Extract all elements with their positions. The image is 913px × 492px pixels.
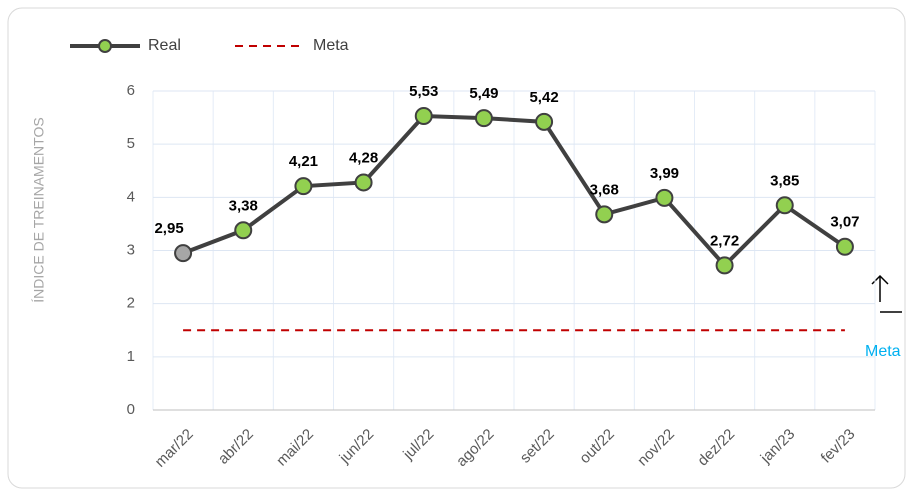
legend-label: Meta (313, 37, 349, 54)
data-label: 3,68 (590, 181, 619, 198)
data-label: 3,07 (830, 214, 859, 231)
y-tick-label: 4 (127, 188, 135, 205)
series-line (182, 113, 847, 269)
data-label: 3,99 (650, 165, 679, 182)
y-tick-label: 3 (127, 241, 135, 258)
marker (354, 173, 373, 192)
y-tick-label: 1 (127, 348, 135, 365)
data-label: 2,72 (710, 232, 739, 249)
data-label: 3,38 (229, 197, 258, 214)
data-label: 2,95 (154, 220, 183, 237)
data-label: 5,42 (529, 89, 558, 106)
marker (414, 106, 433, 125)
marker (835, 237, 854, 256)
annotation: Meta (865, 343, 901, 360)
marker (234, 221, 253, 240)
y-tick-label: 0 (127, 401, 135, 418)
marker (294, 177, 313, 196)
data-label: 3,85 (770, 172, 799, 189)
marker (174, 244, 193, 263)
data-label: 5,53 (409, 83, 438, 100)
marker (775, 196, 794, 215)
legend-marker (98, 39, 112, 53)
marker (655, 188, 674, 207)
marker (474, 109, 493, 128)
chart-frame (7, 7, 906, 489)
marker (535, 112, 554, 131)
y-tick-label: 5 (127, 135, 135, 152)
data-label: 5,49 (469, 85, 498, 102)
data-label: 4,28 (349, 149, 378, 166)
y-tick-label: 2 (127, 295, 135, 312)
legend-label: Real (148, 37, 181, 54)
data-label: 4,21 (289, 153, 318, 170)
y-tick-label: 6 (127, 82, 135, 99)
marker (595, 205, 614, 224)
y-axis-label: ÍNDICE DE TREINAMENTOS (31, 117, 47, 302)
marker (715, 256, 734, 275)
